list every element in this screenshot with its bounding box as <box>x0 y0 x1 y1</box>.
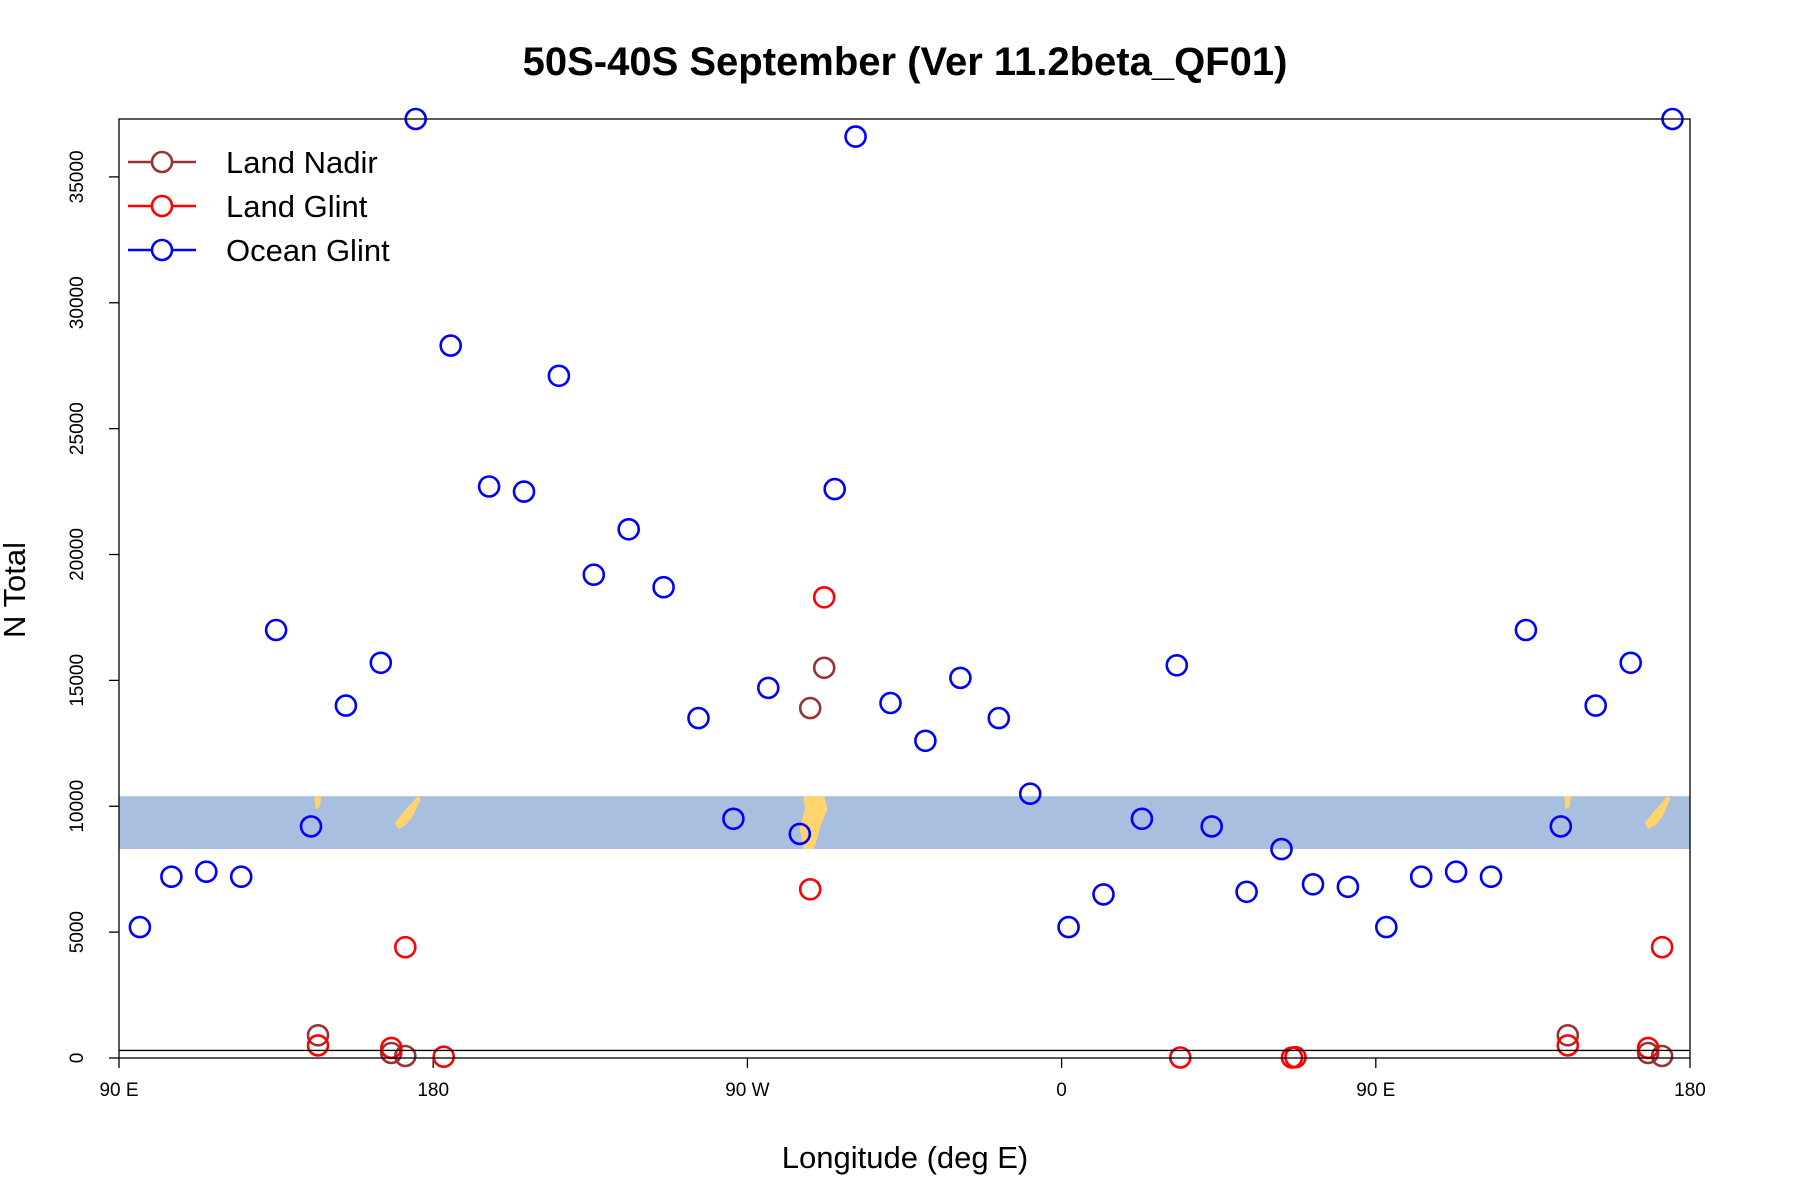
land-shapes <box>314 796 1671 850</box>
point-ocean-glint <box>1444 860 1468 884</box>
point-ocean-glint <box>1018 782 1042 806</box>
legend-label-land-glint: Land Glint <box>226 189 368 224</box>
point-ocean-glint <box>195 860 218 884</box>
map-strip <box>119 796 1690 850</box>
point-ocean-glint <box>477 475 501 498</box>
point-ocean-glint <box>582 563 606 587</box>
land-shape-3 <box>314 796 322 810</box>
legend: Land Nadir Land Glint Ocean Glint <box>128 145 390 268</box>
x-axis-label: Longitude (deg E) <box>782 1140 1028 1175</box>
point-ocean-glint <box>1270 837 1293 861</box>
y-tick-label: 20000 <box>67 528 88 581</box>
legend-marker-land-nadir <box>150 150 174 174</box>
point-land-glint <box>812 585 836 609</box>
point-ocean-glint <box>1130 807 1154 831</box>
point-land-glint <box>1556 1034 1580 1057</box>
point-ocean-glint <box>299 815 323 838</box>
point-ocean-glint <box>652 575 675 599</box>
point-ocean-glint <box>879 691 902 715</box>
legend-label-ocean-glint: Ocean Glint <box>226 233 390 268</box>
y-tick-label: 30000 <box>67 276 88 329</box>
y-tick-label: 10000 <box>67 780 88 833</box>
point-ocean-glint <box>788 822 812 846</box>
plot-frame <box>118 118 1691 1059</box>
point-ocean-glint <box>1301 872 1325 896</box>
point-ocean-glint <box>949 666 972 690</box>
point-ocean-glint <box>128 915 152 939</box>
point-land-glint <box>1650 935 1674 959</box>
point-ocean-glint <box>1514 618 1538 642</box>
point-ocean-glint <box>1375 915 1398 939</box>
point-ocean-glint <box>1200 815 1223 838</box>
point-ocean-glint <box>1619 651 1642 675</box>
y-tick-label: 35000 <box>67 150 88 203</box>
point-ocean-glint <box>1057 915 1080 939</box>
x-tick-label: 0 <box>1056 1080 1067 1101</box>
y-tick-label: 0 <box>67 1053 88 1064</box>
point-ocean-glint <box>823 477 847 501</box>
chart-title: 50S-40S September (Ver 11.2beta_QF01) <box>523 40 1288 84</box>
y-tick-label: 25000 <box>67 402 88 455</box>
y-axis-label: N Total <box>0 542 32 638</box>
point-ocean-glint <box>844 125 867 148</box>
point-land-nadir <box>1636 1041 1660 1065</box>
point-ocean-glint <box>722 807 745 831</box>
point-ocean-glint <box>987 706 1011 730</box>
x-tick-label: 180 <box>1674 1080 1706 1101</box>
land-shape-4 <box>1564 796 1572 810</box>
point-ocean-glint <box>1409 865 1433 889</box>
point-ocean-glint <box>334 694 358 717</box>
point-ocean-glint <box>1165 653 1189 677</box>
point-ocean-glint <box>229 865 253 889</box>
point-ocean-glint <box>1336 875 1360 899</box>
point-ocean-glint <box>617 517 641 541</box>
axis-ticks: 90 E 180 90 W 0 90 E 180 0 5000 10000 15000 20000 2… <box>67 150 1706 1101</box>
point-land-nadir <box>379 1041 403 1065</box>
point-ocean-glint <box>914 729 937 753</box>
legend-marker-land-glint <box>150 194 174 218</box>
point-ocean-glint <box>1549 815 1573 838</box>
point-ocean-glint <box>756 676 780 700</box>
point-ocean-glint <box>160 865 183 889</box>
point-ocean-glint <box>547 364 571 388</box>
point-ocean-glint <box>1092 883 1115 906</box>
legend-label-land-nadir: Land Nadir <box>226 145 378 180</box>
point-ocean-glint <box>369 651 393 675</box>
point-land-glint <box>306 1034 330 1057</box>
x-tick-label: 90 W <box>725 1080 769 1101</box>
ocean-band <box>119 796 1690 850</box>
y-tick-label: 5000 <box>67 911 88 953</box>
point-land-nadir <box>306 1024 330 1047</box>
point-land-glint <box>432 1045 456 1068</box>
point-land-glint <box>393 935 417 959</box>
land-shape-0 <box>799 796 828 850</box>
point-land-nadir <box>812 656 836 680</box>
x-tick-label: 90 E <box>1356 1080 1395 1101</box>
point-ocean-glint <box>1584 694 1607 717</box>
point-land-nadir <box>1556 1024 1580 1047</box>
data-points <box>128 107 1684 1069</box>
x-tick-label: 180 <box>417 1080 449 1101</box>
land-shape-1 <box>394 796 421 829</box>
point-land-glint <box>1284 1045 1307 1069</box>
point-ocean-glint <box>439 334 463 357</box>
point-land-nadir <box>798 696 822 720</box>
point-land-glint <box>798 877 822 901</box>
y-tick-label: 15000 <box>67 654 88 707</box>
point-ocean-glint <box>264 618 288 642</box>
point-ocean-glint <box>687 706 710 730</box>
legend-marker-ocean-glint <box>150 238 174 262</box>
point-ocean-glint <box>1235 880 1258 904</box>
point-ocean-glint <box>1479 865 1503 889</box>
land-shape-2 <box>1644 796 1671 829</box>
point-ocean-glint <box>512 480 536 503</box>
x-tick-label: 90 E <box>99 1080 138 1101</box>
